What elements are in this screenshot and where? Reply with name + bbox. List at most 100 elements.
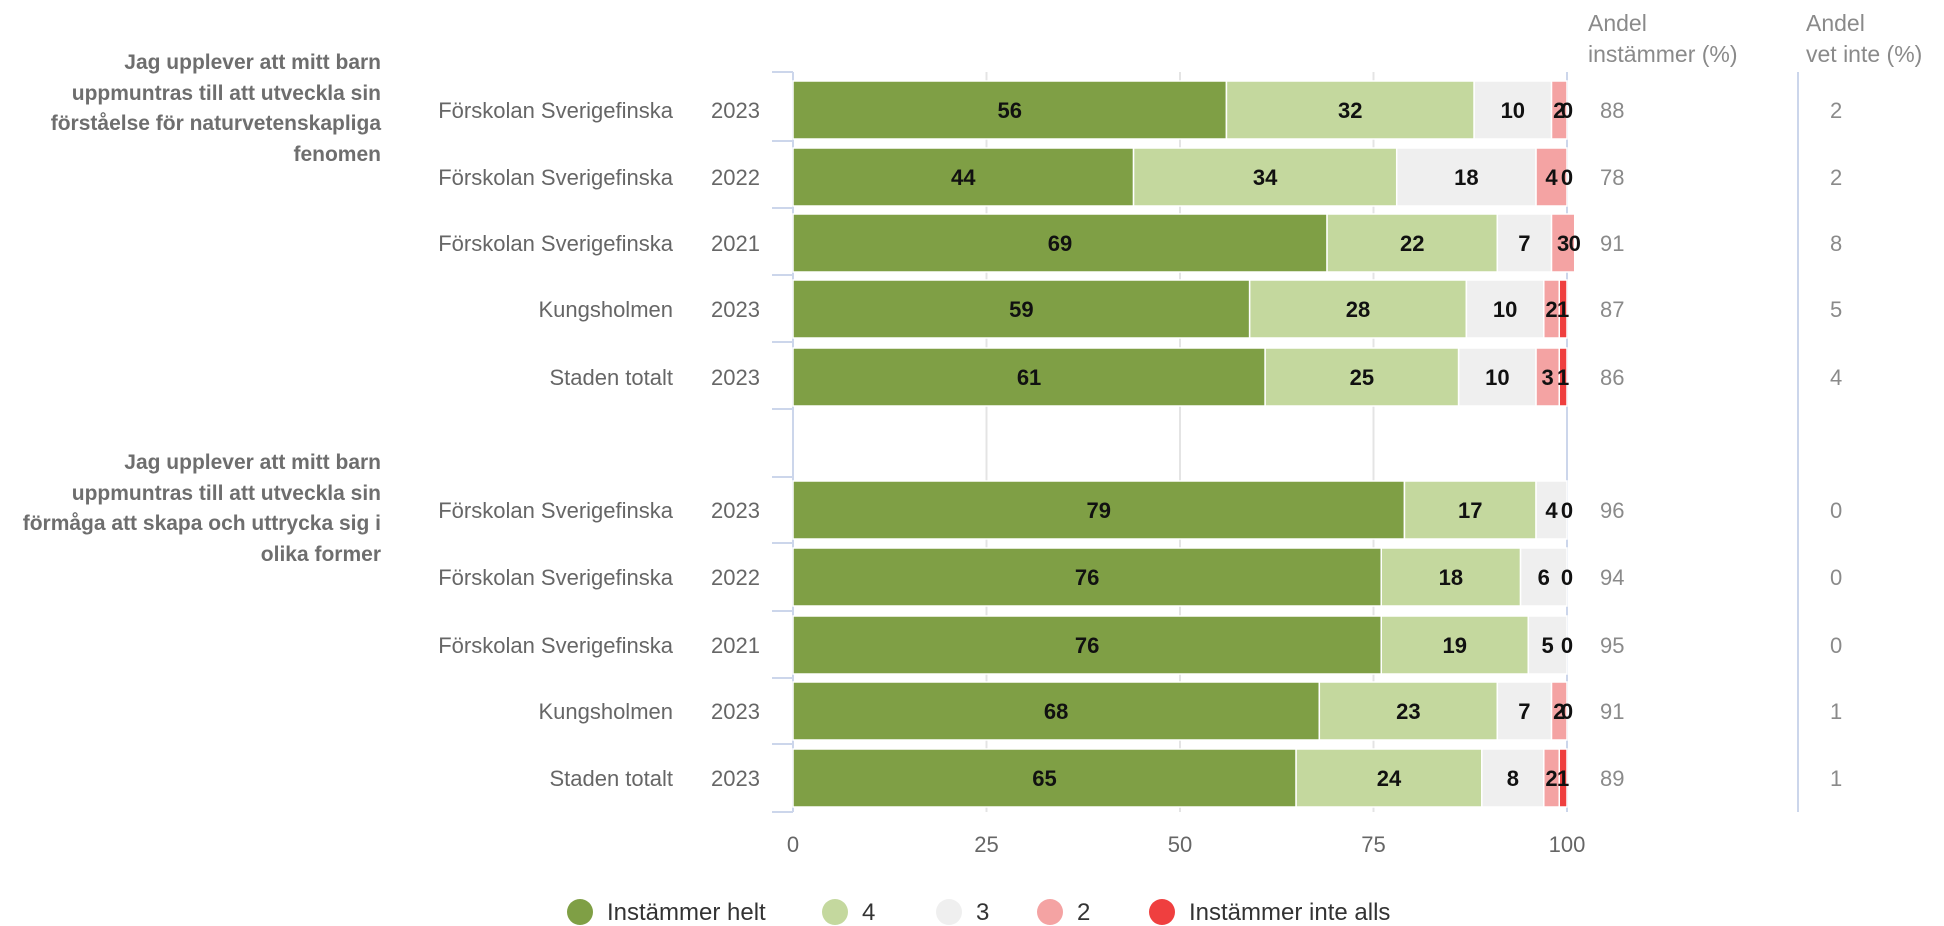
bar-segment [792, 279, 1251, 339]
share-agree-value: 78 [1600, 165, 1624, 190]
share-dont-know-header: Andel vet inte (%) [1806, 10, 1923, 67]
row-year-label: 2023 [711, 98, 760, 123]
row-year-label: 2021 [711, 633, 760, 658]
row-unit-label: Kungsholmen [538, 699, 673, 724]
bar-segment [1248, 279, 1468, 339]
question-title-1: Jag upplever att mitt barn uppmuntras ti… [50, 51, 381, 166]
x-tick-label: 25 [974, 832, 998, 857]
bar-segment [1519, 547, 1568, 607]
x-tick-label: 50 [1168, 832, 1192, 857]
bar-segment [1535, 147, 1568, 207]
data-label: 19 [1443, 633, 1467, 658]
bar-segment [792, 147, 1135, 207]
data-label: 10 [1493, 297, 1517, 322]
row-year-label: 2023 [711, 365, 760, 390]
share-dont-know-value: 8 [1830, 231, 1842, 256]
data-label: 44 [951, 165, 976, 190]
row-unit-label: Förskolan Sverigefinska [438, 98, 674, 123]
share-dont-know-value: 1 [1830, 699, 1842, 724]
data-label: 8 [1507, 766, 1519, 791]
data-label: 2 [1545, 766, 1557, 791]
data-label: 69 [1048, 231, 1072, 256]
data-label: 18 [1454, 165, 1478, 190]
data-label: 79 [1086, 498, 1110, 523]
data-label: 6 [1538, 565, 1550, 590]
share-agree-header: Andel instämmer (%) [1588, 10, 1738, 67]
data-label: 23 [1396, 699, 1420, 724]
bar-segment [1457, 347, 1537, 407]
share-agree-value: 94 [1600, 565, 1624, 590]
bar-segment [1295, 748, 1483, 808]
legend-marker [1037, 899, 1063, 925]
data-label: 2 [1553, 98, 1565, 123]
bar-segment [792, 80, 1228, 140]
bar-segment [1473, 80, 1553, 140]
data-label: 7 [1518, 231, 1530, 256]
data-label: 76 [1075, 633, 1099, 658]
data-label: 22 [1400, 231, 1424, 256]
data-label: 4 [1545, 498, 1558, 523]
bar-segment [1535, 480, 1568, 540]
legend-label: Instämmer inte alls [1189, 899, 1390, 926]
row-unit-label: Kungsholmen [538, 297, 673, 322]
bar-segment [1550, 681, 1568, 741]
x-tick-label: 0 [787, 832, 799, 857]
bar-segment [1264, 347, 1460, 407]
bar-segment [1403, 480, 1537, 540]
bar-segment [792, 213, 1328, 273]
bar-segment [1395, 147, 1537, 207]
bar-segment [1132, 147, 1398, 207]
bar-segment [1326, 213, 1499, 273]
data-label: 25 [1350, 365, 1374, 390]
share-dont-know-value: 1 [1830, 766, 1842, 791]
row-year-label: 2023 [711, 297, 760, 322]
row-unit-label: Staden totalt [549, 365, 673, 390]
share-dont-know-value: 0 [1830, 633, 1842, 658]
share-agree-value: 86 [1600, 365, 1624, 390]
bar-segment [1550, 80, 1568, 140]
legend-label: 3 [976, 899, 989, 926]
bar-segment [792, 681, 1321, 741]
data-label: 0 [1569, 231, 1581, 256]
row-year-label: 2021 [711, 231, 760, 256]
data-label: 32 [1338, 98, 1362, 123]
bar-segment [1550, 213, 1576, 273]
data-label: 65 [1032, 766, 1056, 791]
bar-segment [1527, 615, 1568, 675]
bar-segment [1481, 748, 1545, 808]
data-label: 1 [1557, 766, 1569, 791]
data-label: 28 [1346, 297, 1370, 322]
data-label: 3 [1542, 365, 1554, 390]
data-label: 18 [1439, 565, 1463, 590]
share-agree-value: 89 [1600, 766, 1624, 791]
data-label: 7 [1518, 699, 1530, 724]
data-label: 0 [1561, 633, 1573, 658]
data-label: 17 [1458, 498, 1482, 523]
bar-segment [1465, 279, 1545, 339]
bar-segment [792, 547, 1382, 607]
share-agree-value: 91 [1600, 231, 1624, 256]
row-unit-label: Förskolan Sverigefinska [438, 565, 674, 590]
bar-segment [1558, 748, 1568, 808]
bar-segment [1496, 213, 1553, 273]
bar-segment [792, 748, 1297, 808]
question-title-2: Jag upplever att mitt barn uppmuntras ti… [22, 451, 381, 566]
data-label: 0 [1561, 498, 1573, 523]
share-agree-value: 87 [1600, 297, 1624, 322]
data-label: 1 [1557, 365, 1569, 390]
row-year-label: 2022 [711, 165, 760, 190]
bar-segment [1380, 547, 1522, 607]
data-label: 61 [1017, 365, 1041, 390]
share-dont-know-value: 2 [1830, 98, 1842, 123]
data-label: 0 [1561, 565, 1573, 590]
data-label: 10 [1485, 365, 1509, 390]
share-dont-know-value: 0 [1830, 498, 1842, 523]
data-label: 76 [1075, 565, 1099, 590]
share-agree-value: 91 [1600, 699, 1624, 724]
legend-marker [822, 899, 848, 925]
share-agree-value: 96 [1600, 498, 1624, 523]
data-label: 3 [1557, 231, 1569, 256]
data-label: 5 [1542, 633, 1554, 658]
legend-label: 2 [1077, 899, 1090, 926]
legend-label: Instämmer helt [607, 899, 766, 926]
